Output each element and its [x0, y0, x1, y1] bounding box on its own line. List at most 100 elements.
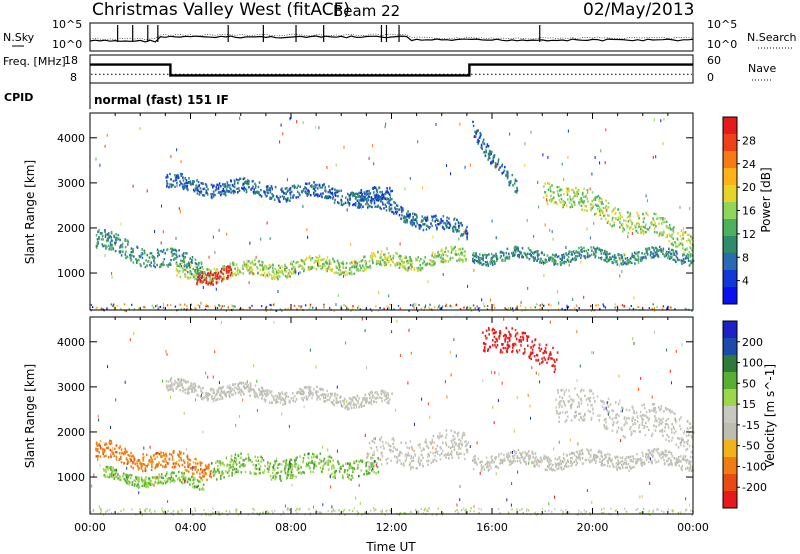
scatter-mark [553, 258, 556, 262]
scatter-mark [252, 463, 255, 467]
scatter-mark [628, 260, 630, 264]
scatter-mark [461, 258, 463, 261]
scatter-mark [658, 234, 660, 237]
scatter-mark [281, 269, 283, 272]
scatter-mark [223, 464, 225, 467]
scatter-mark [144, 306, 146, 309]
scatter-mark [487, 264, 490, 267]
scatter-mark [332, 257, 334, 261]
scatter-mark [374, 195, 377, 198]
scatter-mark [109, 235, 112, 238]
scatter-mark [458, 445, 460, 448]
scatter-mark [332, 197, 334, 200]
scatter-mark [151, 483, 154, 486]
scatter-mark [190, 466, 193, 470]
scatter-mark [174, 174, 176, 177]
scatter-mark [349, 198, 351, 201]
scatter-mark [418, 456, 420, 459]
station-title: Christmas Valley West (fitACF) [92, 0, 350, 20]
scatter-mark [622, 227, 625, 230]
scatter-mark [619, 214, 622, 217]
scatter-mark [567, 306, 569, 309]
scatter-mark [205, 303, 208, 306]
scatter-mark [341, 474, 344, 477]
scatter-mark [474, 135, 477, 138]
scatter-mark [266, 273, 268, 277]
scatter-mark [258, 388, 261, 391]
scatter-mark [600, 209, 603, 213]
scatter-mark [160, 454, 162, 458]
scatter-mark [107, 456, 110, 459]
freq-tick-top: 18 [64, 54, 78, 67]
scatter-mark [386, 189, 389, 193]
scatter-mark [494, 166, 497, 169]
scatter-mark [651, 252, 653, 255]
scatter-mark [587, 248, 590, 252]
scatter-mark [472, 257, 474, 260]
scatter-mark [321, 195, 323, 199]
scatter-mark [140, 462, 142, 466]
scatter-mark [305, 465, 308, 468]
scatter-mark [403, 220, 405, 223]
scatter-mark [602, 206, 604, 210]
scatter-mark [567, 129, 569, 133]
scatter-mark [538, 253, 540, 256]
scatter-mark [181, 185, 184, 189]
scatter-mark [141, 256, 144, 260]
scatter-mark [224, 470, 227, 473]
scatter-mark [505, 251, 508, 255]
scatter-mark [142, 453, 144, 456]
scatter-mark [431, 216, 434, 219]
scatter-mark [318, 462, 320, 465]
scatter-mark [594, 247, 596, 251]
scatter-mark [212, 471, 214, 474]
scatter-mark [398, 266, 401, 269]
scatter-mark [403, 266, 405, 269]
scatter-mark [343, 304, 345, 306]
scatter-mark [430, 259, 432, 262]
scatter-mark [308, 461, 310, 464]
scatter-mark [317, 262, 318, 266]
scatter-mark [226, 181, 229, 184]
scatter-mark [389, 303, 391, 306]
scatter-mark [167, 462, 169, 465]
scatter-mark [528, 248, 531, 252]
scatter-mark [189, 466, 192, 470]
scatter-mark [493, 155, 495, 159]
scatter-mark [566, 253, 568, 257]
scatter-mark [352, 203, 354, 207]
scatter-mark [183, 477, 185, 480]
scatter-mark [284, 465, 287, 468]
scatter-mark [553, 263, 555, 266]
scatter-mark [269, 237, 271, 241]
scatter-mark [408, 446, 410, 450]
scatter-mark [411, 465, 413, 469]
scatter-mark [98, 229, 100, 232]
scatter-mark [365, 263, 367, 266]
scatter-mark [265, 395, 267, 398]
scatter-mark [256, 267, 259, 270]
freq-tick-bottom: 8 [70, 71, 77, 84]
scatter-mark [655, 246, 657, 250]
scatter-mark [204, 464, 207, 467]
scatter-mark [259, 471, 261, 475]
scatter-mark [194, 277, 196, 281]
scatter-mark [366, 400, 368, 403]
scatter-mark [166, 185, 168, 188]
scatter-mark [227, 266, 229, 269]
scatter-mark [179, 269, 181, 273]
scatter-mark [271, 267, 274, 270]
scatter-mark [351, 273, 353, 276]
scatter-mark [463, 306, 465, 309]
scatter-mark [156, 303, 158, 307]
scatter-mark [656, 250, 658, 253]
scatter-mark [125, 481, 128, 484]
scatter-mark [340, 201, 343, 204]
scatter-mark [284, 308, 287, 311]
cpid-label: CPID [4, 91, 33, 104]
scatter-mark [406, 221, 409, 224]
scatter-mark [658, 233, 661, 236]
scatter-mark [531, 251, 534, 254]
scatter-mark [238, 187, 240, 190]
scatter-mark [281, 309, 283, 312]
